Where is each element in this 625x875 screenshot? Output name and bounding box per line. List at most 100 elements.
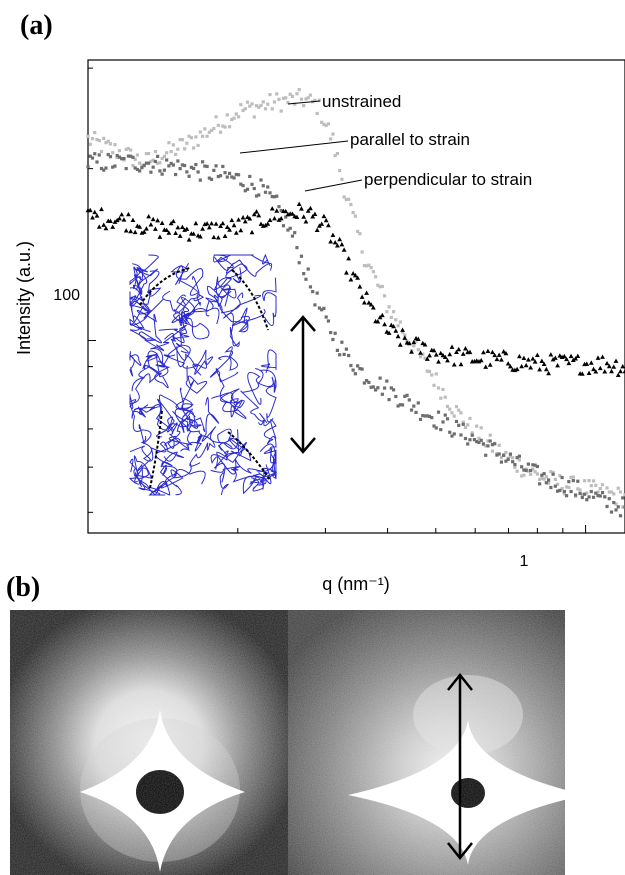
point-unstrained [569,475,573,479]
polymer-chain [168,397,193,446]
point-perpendicular [516,353,522,359]
point-unstrained [212,126,216,131]
point-perpendicular [92,209,98,215]
point-perpendicular [492,352,498,358]
point-perpendicular [485,348,491,354]
point-unstrained [457,408,461,412]
point-perpendicular [175,225,181,230]
point-perpendicular [272,216,277,221]
point-perpendicular [211,234,217,240]
point-parallel [596,494,600,498]
point-parallel [607,497,611,501]
point-unstrained [165,151,169,155]
point-perpendicular [337,236,343,242]
point-unstrained [207,130,211,134]
point-parallel [558,488,562,493]
point-unstrained [618,490,623,494]
point-parallel [457,423,461,427]
point-parallel [149,170,153,174]
point-parallel [524,468,528,473]
point-unstrained [129,148,133,152]
point-parallel [156,154,160,158]
point-unstrained [468,416,472,421]
point-parallel [234,172,238,177]
point-parallel [466,442,470,446]
point-perpendicular [438,350,444,356]
point-unstrained [400,330,405,334]
point-unstrained [290,94,295,98]
point-parallel [423,414,427,418]
point-parallel [95,160,99,164]
point-parallel [261,184,265,188]
point-unstrained [209,128,214,133]
point-unstrained [223,125,227,129]
point-unstrained [416,348,420,352]
point-perpendicular [602,369,608,374]
point-parallel [587,495,591,499]
polymer-chain-highlight [231,269,269,331]
point-unstrained [576,487,580,491]
point-parallel [320,308,324,312]
point-parallel [605,504,609,509]
point-perpendicular [170,218,176,224]
point-parallel [326,319,331,323]
point-parallel [385,379,389,383]
point-unstrained [106,139,110,143]
point-unstrained [331,132,335,136]
point-perpendicular [278,215,284,221]
point-unstrained [517,458,521,462]
point-parallel [299,254,304,258]
point-unstrained [315,111,319,116]
point-parallel [618,514,623,518]
point-parallel [169,161,173,166]
point-parallel [582,492,587,496]
point-perpendicular [386,330,392,335]
point-unstrained [445,404,450,409]
point-unstrained [486,439,490,443]
point-parallel [477,440,481,445]
point-perpendicular [543,366,549,372]
point-parallel [400,403,405,407]
point-perpendicular [593,369,599,374]
point-parallel [275,194,279,198]
point-unstrained [277,97,281,101]
point-parallel [338,353,342,357]
point-unstrained [535,472,539,476]
point-unstrained [176,147,180,151]
point-parallel [165,158,169,162]
point-unstrained [144,152,149,156]
point-parallel [600,491,605,495]
point-perpendicular [220,220,226,226]
polymer-chain [162,263,200,314]
polymer-chain [129,298,165,351]
point-perpendicular [96,224,102,229]
point-unstrained [90,137,95,141]
point-parallel [93,152,97,156]
point-perpendicular [514,366,520,372]
point-parallel [126,154,131,158]
point-unstrained [490,449,495,453]
point-unstrained [540,476,544,480]
point-perpendicular [600,354,605,359]
annotation-parallel-to-strain: parallel to strain [350,130,470,149]
polymer-chain [148,469,206,496]
point-parallel [221,164,225,169]
point-parallel [520,465,524,469]
point-perpendicular [251,211,257,217]
polymer-chain-highlight [149,409,163,489]
polymer-chain [164,333,214,367]
point-unstrained [214,115,218,119]
point-unstrained [230,117,234,122]
point-unstrained [612,492,616,496]
point-parallel [153,159,158,164]
polymer-chain [129,268,158,294]
point-parallel [585,498,589,502]
point-parallel [529,468,533,473]
point-perpendicular [361,300,367,305]
point-unstrained [171,143,175,147]
point-parallel [252,186,256,191]
point-perpendicular [575,353,581,359]
point-parallel [183,163,187,168]
point-parallel [533,463,537,467]
point-parallel [140,166,144,170]
